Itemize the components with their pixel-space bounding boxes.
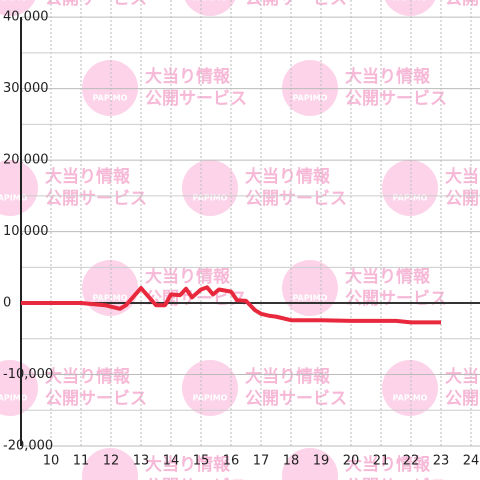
- x-tick-label: 15: [193, 454, 210, 469]
- watermark-text: 大当り情報: [245, 166, 331, 187]
- watermark-logo: [82, 60, 138, 116]
- watermark-brand: PAPIMO: [393, 194, 428, 203]
- watermark-text: 公開サービス: [45, 389, 147, 409]
- watermark-text: 公開サービス: [245, 389, 347, 409]
- watermark-logo: [282, 60, 338, 116]
- data-line: [21, 285, 441, 325]
- watermark-text: 大当り情報: [145, 266, 231, 287]
- watermark-logo: [0, 0, 36, 16]
- watermark-logo: [82, 448, 138, 480]
- x-tick-label: 14: [163, 454, 180, 469]
- watermark-text: 大当り情報: [445, 366, 480, 387]
- watermark-text: 公開サービス: [445, 389, 480, 409]
- x-tick-label: 24: [463, 454, 480, 469]
- y-tick-label: -20,000: [3, 439, 53, 454]
- watermark-text: 公開サービス: [145, 477, 247, 480]
- y-tick-label: 30,000: [3, 81, 49, 96]
- watermark-text: 大当り情報: [45, 166, 131, 187]
- watermark-text: 公開サービス: [445, 189, 480, 209]
- x-tick-label: 17: [253, 454, 270, 469]
- x-tick-label: 12: [103, 454, 120, 469]
- watermark-text: 大当り情報: [345, 266, 431, 287]
- watermark-text: 大当り情報: [445, 166, 480, 187]
- x-tick-label: 20: [343, 454, 360, 469]
- watermark-text: 大当り情報: [345, 454, 431, 475]
- watermark-text: 大当り情報: [245, 366, 331, 387]
- x-tick-label: 23: [433, 454, 450, 469]
- x-tick-label: 21: [373, 454, 390, 469]
- x-tick-label: 22: [403, 454, 420, 469]
- watermark-logo: [282, 260, 338, 316]
- watermark-brand: PAPIMO: [0, 0, 28, 3]
- watermark-logo: [0, 360, 38, 416]
- watermark-logo: [182, 360, 238, 416]
- watermark-text: 公開サービス: [45, 0, 147, 9]
- y-tick-label: 20,000: [3, 153, 49, 168]
- watermark-brand: PAPIMO: [193, 194, 228, 203]
- x-tick-label: 11: [73, 454, 90, 469]
- y-tick-label: 40,000: [3, 10, 49, 25]
- watermark-text: 公開サービス: [445, 0, 480, 9]
- watermark-text: 大当り情報: [145, 454, 231, 475]
- watermark-brand: PAPIMO: [0, 194, 28, 203]
- watermark-text: 公開サービス: [345, 289, 447, 309]
- watermark-brand: PAPIMO: [393, 394, 428, 403]
- watermark-brand: PAPIMO: [93, 94, 128, 103]
- watermark-brand: PAPIMO: [393, 0, 428, 3]
- watermark-brand: PAPIMO: [93, 294, 128, 303]
- watermark-logo: [382, 360, 438, 416]
- y-tick-label: -10,000: [3, 367, 53, 382]
- watermark-brand: PAPIMO: [193, 394, 228, 403]
- watermark-text: 公開サービス: [145, 89, 247, 109]
- watermark-logo: [82, 260, 138, 316]
- watermark-brand: PAPIMO: [193, 0, 228, 3]
- watermark-logo: [182, 160, 238, 216]
- x-tick-label: 16: [223, 454, 240, 469]
- y-tick-label: 0: [3, 296, 11, 311]
- watermark-text: 公開サービス: [45, 189, 147, 209]
- watermark-brand: PAPIMO: [0, 394, 28, 403]
- watermark-logo: [282, 448, 338, 480]
- watermark-brand: PAPIMO: [293, 294, 328, 303]
- watermark-text: 大当り情報: [145, 66, 231, 87]
- watermark-brand: PAPIMO: [293, 94, 328, 103]
- watermark-logo: [184, 0, 236, 16]
- watermark-text: 公開サービス: [245, 0, 347, 9]
- x-tick-label: 18: [283, 454, 300, 469]
- watermark-text: 公開サービス: [345, 89, 447, 109]
- watermark-text: 公開サービス: [245, 189, 347, 209]
- x-tick-label: 19: [313, 454, 330, 469]
- y-tick-label: 10,000: [3, 224, 49, 239]
- watermark-logo: [384, 0, 436, 16]
- x-tick-label: 10: [43, 454, 60, 469]
- watermark-logo: [382, 160, 438, 216]
- watermark-logo: [0, 160, 38, 216]
- watermark-text: 大当り情報: [45, 366, 131, 387]
- watermark-text: 大当り情報: [345, 66, 431, 87]
- watermark-text: 公開サービス: [345, 477, 447, 480]
- x-tick-label: 13: [133, 454, 150, 469]
